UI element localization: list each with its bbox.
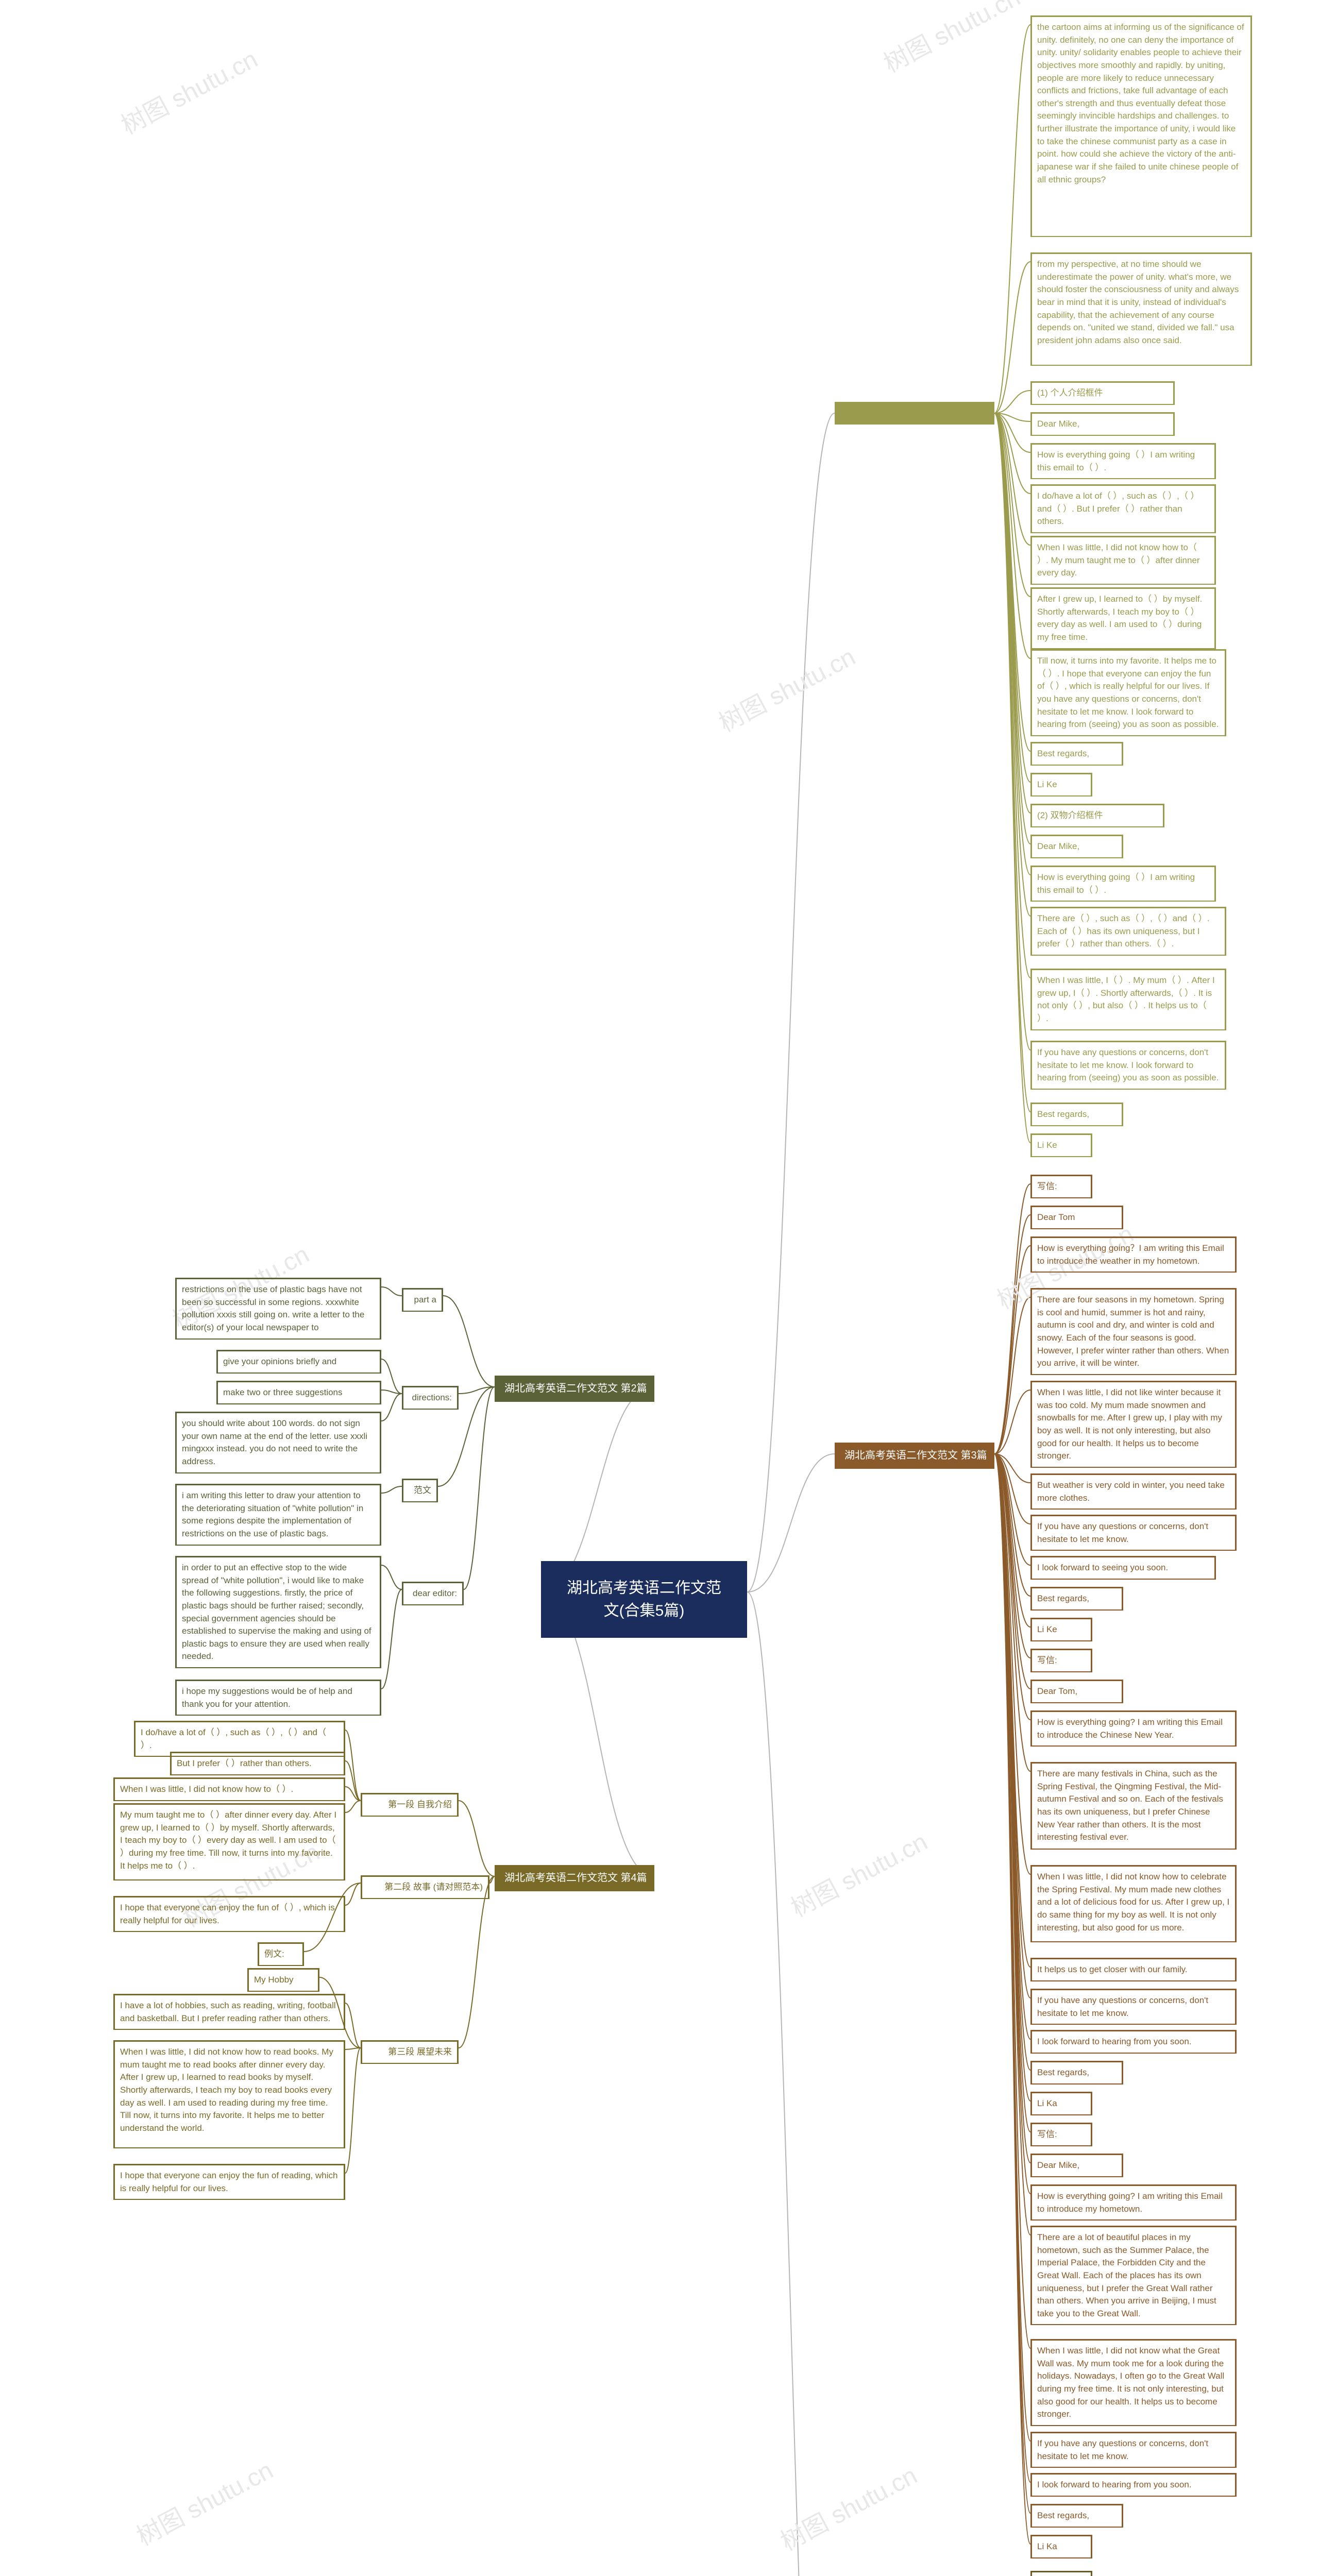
branch-node: 湖北高考英语二作文范文 第4篇	[495, 1865, 654, 1891]
leaf-node: When I was little, I did not like winter…	[1030, 1381, 1237, 1468]
leaf-node: 第三段 展望未来	[361, 2040, 459, 2064]
leaf-node: Best regards,	[1030, 2061, 1123, 2084]
leaf-node: Dear Tom	[1030, 1206, 1123, 1229]
watermark: 树图 shutu.cn	[773, 2455, 923, 2557]
leaf-node: restrictions on the use of plastic bags …	[175, 1278, 381, 1340]
leaf-node: How is everything going? I am writing th…	[1030, 1710, 1237, 1747]
leaf-node: I look forward to seeing you soon.	[1030, 1556, 1216, 1580]
leaf-node: If you have any questions or concerns, d…	[1030, 1515, 1237, 1551]
leaf-node: How is everything going？I am writing thi…	[1030, 1236, 1237, 1273]
leaf-node: I have a lot of hobbies, such as reading…	[113, 1994, 345, 2030]
leaf-node: Best regards,	[1030, 1103, 1123, 1126]
watermark: 树图 shutu.cn	[784, 1822, 933, 1924]
leaf-node: I do/have a lot of（ ）, such as（ ）,（ ）and…	[1030, 484, 1216, 533]
leaf-node: If you have any questions or concerns, d…	[1030, 1041, 1226, 1090]
leaf-node: A or B	[1030, 2571, 1092, 2576]
leaf-node: 第一段 自我介绍	[361, 1793, 459, 1817]
leaf-node: Li Ka	[1030, 2092, 1092, 2115]
leaf-node: give your opinions briefly and	[216, 1350, 381, 1374]
leaf-node: 写信:	[1030, 2123, 1092, 2146]
leaf-node: 例文:	[258, 1942, 304, 1966]
leaf-node: There are（ ）, such as（ ）,（ ）and（ ）. Each…	[1030, 907, 1226, 956]
leaf-node: I hope that everyone can enjoy the fun o…	[113, 1896, 345, 1932]
leaf-node: When I was little, I did not know what t…	[1030, 2339, 1237, 2426]
leaf-node: I look forward to hearing from you soon.	[1030, 2473, 1237, 2497]
branch-node: 湖北高考英语二作文范文 第2篇	[495, 1376, 654, 1402]
leaf-node: (2) 双物介绍框件	[1030, 804, 1164, 827]
leaf-node: 写信:	[1030, 1175, 1092, 1198]
leaf-node: directions:	[402, 1386, 459, 1410]
leaf-node: My Hobby	[247, 1968, 319, 1992]
leaf-node: Dear Tom,	[1030, 1680, 1123, 1703]
leaf-node: If you have any questions or concerns, d…	[1030, 2432, 1237, 2468]
watermark: 树图 shutu.cn	[712, 637, 861, 739]
leaf-node: When I was little, I did not know how to…	[1030, 1865, 1237, 1942]
leaf-node: When I was little, I did not know how to…	[113, 1777, 345, 1801]
leaf-node: When I was little, I did not know how to…	[1030, 536, 1216, 585]
leaf-node: 范文	[402, 1479, 438, 1502]
watermark: 树图 shutu.cn	[129, 2450, 279, 2552]
leaf-node: you should write about 100 words. do not…	[175, 1412, 381, 1473]
leaf-node: Li Ke	[1030, 1618, 1092, 1641]
leaf-node: Li Ka	[1030, 2535, 1092, 2558]
root-node: 湖北高考英语二作文范文(合集5篇)	[541, 1561, 747, 1638]
leaf-node: It helps us to get closer with our famil…	[1030, 1958, 1237, 1981]
leaf-node: If you have any questions or concerns, d…	[1030, 1989, 1237, 2025]
leaf-node: Dear Mike,	[1030, 412, 1175, 436]
leaf-node: Best regards,	[1030, 742, 1123, 766]
leaf-node: 第二段 故事 (请对照范本)	[361, 1875, 489, 1899]
leaf-node: make two or three suggestions	[216, 1381, 381, 1404]
watermark: 树图 shutu.cn	[876, 0, 1026, 79]
leaf-node: How is everything going（ ）I am writing t…	[1030, 443, 1216, 479]
leaf-node: I look forward to hearing from you soon.	[1030, 2030, 1237, 2054]
leaf-node: (1) 个人介绍框件	[1030, 381, 1175, 405]
leaf-node: When I was little, I did not know how to…	[113, 2040, 345, 2148]
leaf-node: There are four seasons in my hometown. S…	[1030, 1288, 1237, 1375]
leaf-node: in order to put an effective stop to the…	[175, 1556, 381, 1668]
leaf-node: After I grew up, I learned to（ ）by mysel…	[1030, 587, 1216, 649]
leaf-node: dear editor:	[402, 1582, 464, 1605]
leaf-node: Best regards,	[1030, 1587, 1123, 1611]
leaf-node: part a	[402, 1288, 443, 1312]
leaf-node: My mum taught me to（ ）after dinner every…	[113, 1803, 345, 1880]
leaf-node: There are many festivals in China, such …	[1030, 1762, 1237, 1850]
leaf-node: Li Ke	[1030, 1133, 1092, 1157]
leaf-node: How is everything going? I am writing th…	[1030, 2184, 1237, 2221]
leaf-node: I hope that everyone can enjoy the fun o…	[113, 2164, 345, 2200]
leaf-node: the cartoon aims at informing us of the …	[1030, 15, 1252, 237]
leaf-node: i am writing this letter to draw your at…	[175, 1484, 381, 1546]
leaf-node: But I prefer（ ）rather than others.	[170, 1752, 345, 1775]
leaf-node: Dear Mike,	[1030, 835, 1123, 858]
watermark: 树图 shutu.cn	[114, 39, 263, 141]
leaf-node: When I was little, I（ ）. My mum（ ）. Afte…	[1030, 969, 1226, 1030]
leaf-node: Till now, it turns into my favorite. It …	[1030, 649, 1226, 736]
leaf-node: i hope my suggestions would be of help a…	[175, 1680, 381, 1716]
branch-node	[835, 402, 994, 425]
leaf-node: But weather is very cold in winter, you …	[1030, 1473, 1237, 1510]
leaf-node: Li Ke	[1030, 773, 1092, 796]
leaf-node: Dear Mike,	[1030, 2154, 1123, 2177]
branch-node: 湖北高考英语二作文范文 第3篇	[835, 1443, 994, 1469]
leaf-node: 写信:	[1030, 1649, 1092, 1672]
leaf-node: How is everything going（ ）I am writing t…	[1030, 866, 1216, 902]
leaf-node: from my perspective, at no time should w…	[1030, 252, 1252, 366]
leaf-node: There are a lot of beautiful places in m…	[1030, 2226, 1237, 2325]
leaf-node: Best regards,	[1030, 2504, 1123, 2528]
